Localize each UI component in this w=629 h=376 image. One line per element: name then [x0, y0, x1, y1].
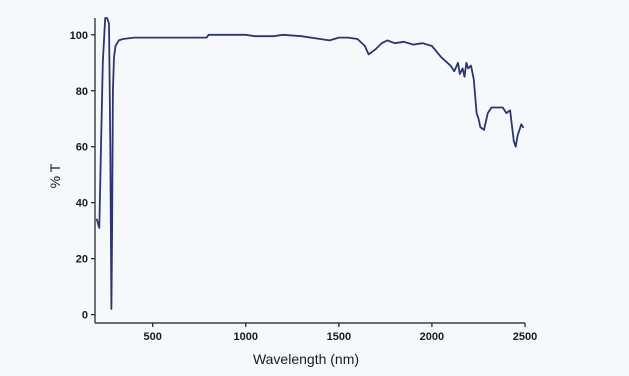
y-tick-label: 60	[76, 142, 88, 154]
x-tick-label: 500	[144, 331, 162, 343]
y-axis-title: % T	[47, 163, 63, 188]
x-tick-label: 1500	[327, 331, 351, 343]
y-tick-label: 100	[70, 30, 88, 42]
y-tick-label: 80	[76, 86, 88, 98]
x-tick-label: 2000	[420, 331, 444, 343]
series-layer	[97, 18, 523, 309]
x-axis-title: Wavelength (nm)	[253, 351, 359, 367]
axes	[95, 18, 525, 323]
x-tick-label: 2500	[513, 331, 537, 343]
x-tick-label: 1000	[234, 331, 258, 343]
y-tick-label: 20	[76, 254, 88, 266]
transmittance-series-line	[97, 18, 523, 309]
y-tick-label: 40	[76, 198, 88, 210]
ticks: 500 1000 1500 2000 2500 0 20 40 60 80 100	[70, 30, 538, 343]
y-tick-label: 0	[82, 310, 88, 322]
